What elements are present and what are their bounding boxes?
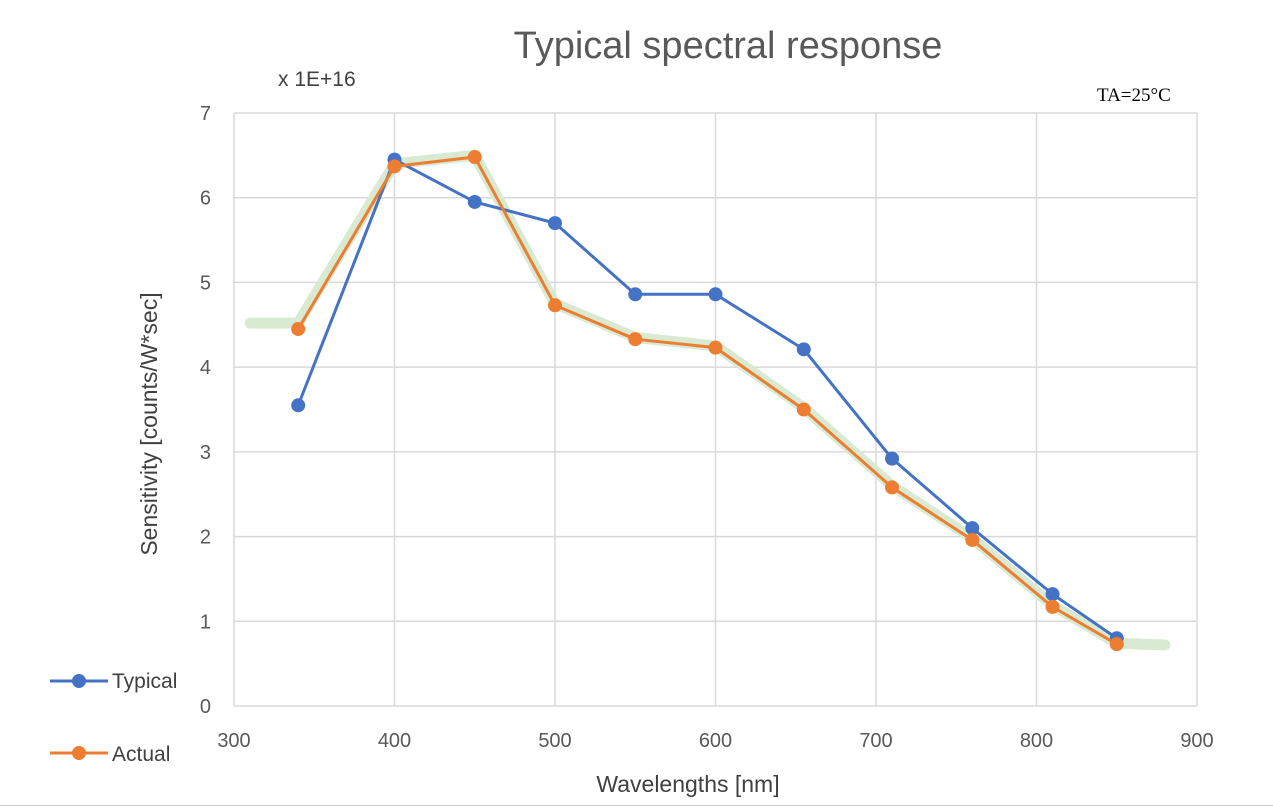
x-tick-400: 400 (378, 730, 411, 752)
legend-marker-actual (72, 746, 86, 760)
data-point-actual-810[interactable] (1045, 599, 1060, 614)
data-point-typical-340[interactable] (291, 398, 306, 413)
y-tick-6: 6 (200, 188, 211, 210)
y-tick-0: 0 (200, 696, 211, 718)
data-point-typical-600[interactable] (708, 287, 723, 302)
plot-grid (233, 112, 1198, 707)
y-tick-labels: 0 1 2 3 4 5 6 7 (200, 103, 211, 718)
data-point-typical-450[interactable] (467, 194, 482, 209)
series-group (291, 150, 1124, 652)
y-tick-7: 7 (200, 103, 211, 125)
y-axis-label: Sensitivity [counts/W*sec] (136, 292, 162, 555)
legend-label-actual: Actual (112, 743, 170, 766)
x-tick-600: 600 (699, 730, 732, 752)
bottom-divider (0, 805, 1273, 806)
data-point-actual-550[interactable] (628, 332, 643, 347)
data-point-actual-850[interactable] (1109, 637, 1124, 652)
legend-marker-typical (72, 674, 86, 688)
data-point-actual-600[interactable] (708, 340, 723, 355)
highlight-polyline (244, 149, 1171, 651)
series-line-actual (296, 155, 1118, 646)
data-point-typical-760[interactable] (965, 521, 980, 536)
data-point-actual-400[interactable] (387, 159, 402, 174)
x-tick-500: 500 (538, 730, 571, 752)
data-point-actual-655[interactable] (796, 402, 811, 417)
y-tick-2: 2 (200, 527, 211, 549)
x-tick-800: 800 (1020, 730, 1053, 752)
y-tick-4: 4 (200, 357, 211, 379)
data-point-typical-810[interactable] (1045, 587, 1060, 602)
series-line-typical (296, 158, 1118, 640)
data-point-typical-550[interactable] (628, 287, 643, 302)
data-point-actual-760[interactable] (965, 532, 980, 547)
legend-entry-typical[interactable]: Typical (50, 670, 177, 693)
temperature-annotation: TA=25°C (1097, 85, 1171, 106)
legend-label-typical: Typical (112, 670, 177, 693)
y-tick-5: 5 (200, 272, 211, 294)
highlight-trace (244, 149, 1171, 651)
data-point-actual-340[interactable] (291, 322, 306, 337)
y-tick-3: 3 (200, 442, 211, 464)
y-tick-1: 1 (200, 611, 211, 633)
chart-title: Typical spectral response (514, 25, 943, 67)
data-point-typical-655[interactable] (796, 342, 811, 357)
x-tick-labels: 300 400 500 600 700 800 900 (217, 730, 1213, 752)
data-point-typical-710[interactable] (885, 451, 900, 466)
x-tick-900: 900 (1180, 730, 1213, 752)
legend-entry-actual[interactable]: Actual (50, 743, 170, 766)
data-point-actual-450[interactable] (467, 150, 482, 165)
series-typical (291, 152, 1124, 646)
x-tick-700: 700 (859, 730, 892, 752)
data-point-typical-500[interactable] (548, 216, 562, 231)
series-actual (291, 150, 1124, 652)
x-tick-300: 300 (217, 730, 250, 752)
chart-legend: Typical Actual (50, 670, 177, 766)
multiplier-label: x 1E+16 (278, 68, 356, 91)
x-axis-label: Wavelengths [nm] (596, 771, 779, 797)
data-point-actual-710[interactable] (885, 480, 900, 495)
data-point-actual-500[interactable] (548, 298, 562, 313)
